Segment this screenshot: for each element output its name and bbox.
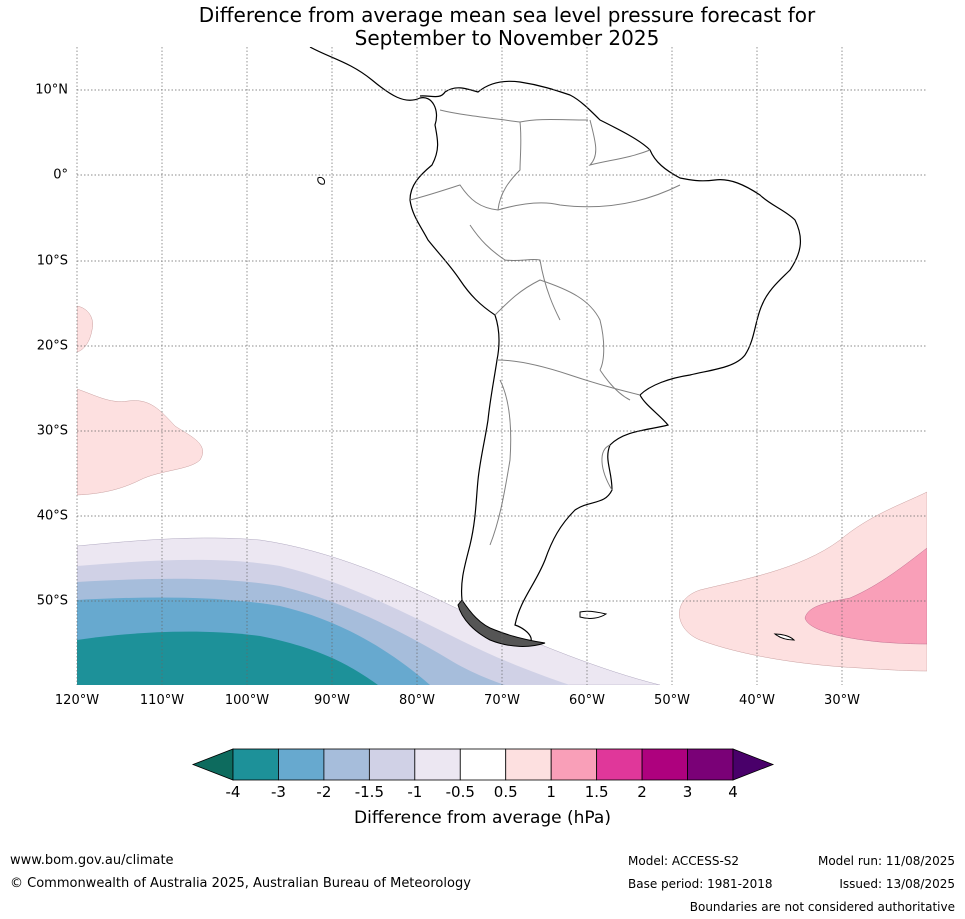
- colorbar-tick-label: 2: [637, 783, 647, 801]
- footer-disclaimer: Boundaries are not considered authoritat…: [689, 900, 955, 914]
- colorbar-tick-label: -2: [316, 783, 332, 801]
- colorbar-swatch: [505, 748, 552, 781]
- anomaly-region-west-positive-2: [77, 388, 203, 496]
- colorbar-under-triangle: [191, 748, 234, 781]
- colorbar-over-triangle: [732, 748, 775, 781]
- footer-model-run: Model run: 11/08/2025: [817, 854, 955, 868]
- footer-copyright: © Commonwealth of Australia 2025, Austra…: [10, 876, 471, 891]
- colorbar-swatch: [278, 748, 325, 781]
- footer-issued: Issued: 13/08/2025: [839, 877, 955, 891]
- lon-label-60w: 60°W: [569, 693, 605, 708]
- footer-website: www.bom.gov.au/climate: [10, 853, 174, 868]
- lat-label-20s: 20°S: [36, 338, 68, 354]
- lat-label-50s: 50°S: [36, 593, 68, 609]
- colorbar-tick-label: 1.5: [584, 783, 609, 801]
- chart-title: Difference from average mean sea level p…: [0, 4, 965, 50]
- country-borders: [409, 109, 681, 546]
- colorbar-swatch: [550, 748, 598, 781]
- south-america-coastline: [309, 47, 802, 646]
- lon-label-100w: 100°W: [224, 693, 270, 708]
- colorbar-tick-label: 0.5: [493, 783, 518, 801]
- lon-label-70w: 70°W: [484, 693, 520, 708]
- anomaly-region-atlantic-1: [804, 547, 927, 645]
- lon-label-30w: 30°W: [824, 693, 860, 708]
- colorbar-swatch: [368, 748, 416, 781]
- lat-label-10s: 10°S: [36, 253, 68, 269]
- lon-label-50w: 50°W: [654, 693, 690, 708]
- colorbar-tick-label: 4: [728, 783, 738, 801]
- colorbar-swatch: [687, 748, 734, 781]
- colorbar-tick-label: -1.5: [354, 783, 384, 801]
- anomaly-region-west-positive: [77, 305, 93, 353]
- colorbar-tick-label: -1: [407, 783, 423, 801]
- lon-label-90w: 90°W: [314, 693, 350, 708]
- footer-base-period: Base period: 1981-2018: [628, 877, 773, 891]
- lat-label-30s: 30°S: [36, 423, 68, 439]
- colorbar-label: Difference from average (hPa): [354, 808, 611, 828]
- colorbar-swatch: [323, 748, 370, 781]
- colorbar-swatch: [232, 748, 279, 781]
- colorbar-tick-label: -4: [225, 783, 241, 801]
- anomaly-band-minus-3: [77, 631, 378, 685]
- colorbar-tick-label: -3: [270, 783, 286, 801]
- lat-label-40s: 40°S: [36, 508, 68, 524]
- colorbar: [191, 748, 775, 781]
- colorbar-tick-label: 1: [546, 783, 556, 801]
- tierra-del-fuego: [457, 599, 546, 647]
- colorbar-swatch: [596, 748, 643, 781]
- falkland-islands: [579, 610, 608, 619]
- lat-label-10n: 10°N: [35, 82, 68, 98]
- title-line-2: September to November 2025: [354, 26, 660, 50]
- colorbar-tick-label: -0.5: [445, 783, 475, 801]
- footer-model: Model: ACCESS-S2: [628, 854, 740, 868]
- title-line-1: Difference from average mean sea level p…: [198, 3, 816, 27]
- lon-label-40w: 40°W: [739, 693, 775, 708]
- south-georgia: [773, 633, 796, 641]
- lon-label-120w: 120°W: [54, 693, 100, 708]
- lon-label-80w: 80°W: [399, 693, 435, 708]
- colorbar-swatch: [459, 748, 507, 781]
- lon-label-110w: 110°W: [139, 693, 185, 708]
- colorbar-tick-label: 3: [682, 783, 693, 801]
- colorbar-swatch: [414, 748, 461, 781]
- map-gridlines: [76, 47, 927, 685]
- colorbar-swatch: [641, 748, 688, 781]
- lat-label-0: 0°: [53, 167, 68, 183]
- galapagos-islands: [317, 177, 325, 185]
